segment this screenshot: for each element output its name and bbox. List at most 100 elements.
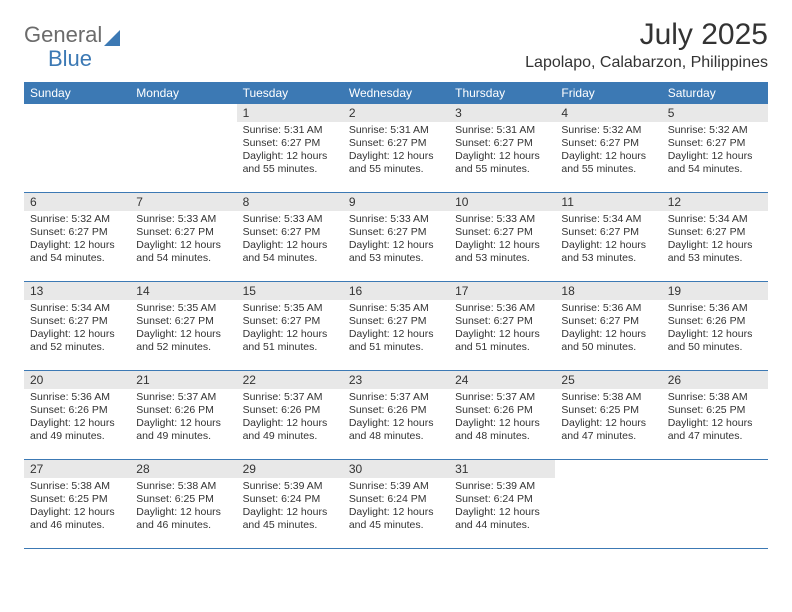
day-number: 29 <box>237 460 343 478</box>
day-sunset: Sunset: 6:27 PM <box>455 226 549 239</box>
day-daylight2: and 46 minutes. <box>30 519 124 532</box>
day-sunset: Sunset: 6:26 PM <box>349 404 443 417</box>
weekday-header: Wednesday <box>343 82 449 104</box>
day-cell: 28Sunrise: 5:38 AMSunset: 6:25 PMDayligh… <box>130 460 236 548</box>
day-sunset: Sunset: 6:27 PM <box>455 137 549 150</box>
day-body: Sunrise: 5:33 AMSunset: 6:27 PMDaylight:… <box>343 211 449 270</box>
weekday-header: Monday <box>130 82 236 104</box>
day-body: Sunrise: 5:39 AMSunset: 6:24 PMDaylight:… <box>343 478 449 537</box>
day-cell <box>24 104 130 192</box>
day-number: 31 <box>449 460 555 478</box>
day-daylight2: and 44 minutes. <box>455 519 549 532</box>
day-daylight2: and 52 minutes. <box>30 341 124 354</box>
day-sunrise: Sunrise: 5:34 AM <box>561 213 655 226</box>
day-number <box>130 104 236 122</box>
day-daylight2: and 45 minutes. <box>243 519 337 532</box>
day-daylight2: and 47 minutes. <box>668 430 762 443</box>
weekday-header: Thursday <box>449 82 555 104</box>
logo-sail-icon <box>104 30 120 46</box>
day-sunset: Sunset: 6:27 PM <box>455 315 549 328</box>
day-cell: 25Sunrise: 5:38 AMSunset: 6:25 PMDayligh… <box>555 371 661 459</box>
day-number: 14 <box>130 282 236 300</box>
day-daylight2: and 46 minutes. <box>136 519 230 532</box>
day-number <box>555 460 661 478</box>
day-cell <box>130 104 236 192</box>
day-sunrise: Sunrise: 5:34 AM <box>668 213 762 226</box>
day-sunrise: Sunrise: 5:35 AM <box>349 302 443 315</box>
day-sunrise: Sunrise: 5:36 AM <box>561 302 655 315</box>
day-sunrise: Sunrise: 5:39 AM <box>243 480 337 493</box>
day-sunset: Sunset: 6:27 PM <box>136 226 230 239</box>
day-body: Sunrise: 5:37 AMSunset: 6:26 PMDaylight:… <box>130 389 236 448</box>
day-sunrise: Sunrise: 5:31 AM <box>349 124 443 137</box>
day-sunrise: Sunrise: 5:36 AM <box>30 391 124 404</box>
day-number: 23 <box>343 371 449 389</box>
day-sunset: Sunset: 6:27 PM <box>243 226 337 239</box>
day-daylight1: Daylight: 12 hours <box>136 328 230 341</box>
day-daylight2: and 55 minutes. <box>349 163 443 176</box>
day-cell: 12Sunrise: 5:34 AMSunset: 6:27 PMDayligh… <box>662 193 768 281</box>
day-body: Sunrise: 5:37 AMSunset: 6:26 PMDaylight:… <box>449 389 555 448</box>
day-daylight2: and 49 minutes. <box>136 430 230 443</box>
day-daylight1: Daylight: 12 hours <box>455 328 549 341</box>
day-body: Sunrise: 5:33 AMSunset: 6:27 PMDaylight:… <box>449 211 555 270</box>
day-cell <box>555 460 661 548</box>
day-sunrise: Sunrise: 5:34 AM <box>30 302 124 315</box>
logo-word-1: General <box>24 22 102 48</box>
day-cell: 2Sunrise: 5:31 AMSunset: 6:27 PMDaylight… <box>343 104 449 192</box>
day-cell: 31Sunrise: 5:39 AMSunset: 6:24 PMDayligh… <box>449 460 555 548</box>
day-daylight1: Daylight: 12 hours <box>349 417 443 430</box>
day-sunrise: Sunrise: 5:32 AM <box>30 213 124 226</box>
day-cell: 1Sunrise: 5:31 AMSunset: 6:27 PMDaylight… <box>237 104 343 192</box>
day-daylight2: and 53 minutes. <box>349 252 443 265</box>
day-sunrise: Sunrise: 5:37 AM <box>136 391 230 404</box>
day-sunrise: Sunrise: 5:32 AM <box>668 124 762 137</box>
week-row: 6Sunrise: 5:32 AMSunset: 6:27 PMDaylight… <box>24 193 768 282</box>
day-body: Sunrise: 5:36 AMSunset: 6:26 PMDaylight:… <box>24 389 130 448</box>
day-daylight1: Daylight: 12 hours <box>136 417 230 430</box>
day-body: Sunrise: 5:31 AMSunset: 6:27 PMDaylight:… <box>237 122 343 181</box>
day-daylight1: Daylight: 12 hours <box>349 506 443 519</box>
logo: GeneralBlue <box>24 18 120 72</box>
day-sunrise: Sunrise: 5:33 AM <box>455 213 549 226</box>
day-cell: 24Sunrise: 5:37 AMSunset: 6:26 PMDayligh… <box>449 371 555 459</box>
day-sunrise: Sunrise: 5:31 AM <box>455 124 549 137</box>
day-sunset: Sunset: 6:25 PM <box>668 404 762 417</box>
day-body: Sunrise: 5:38 AMSunset: 6:25 PMDaylight:… <box>24 478 130 537</box>
day-daylight2: and 51 minutes. <box>349 341 443 354</box>
day-sunset: Sunset: 6:26 PM <box>455 404 549 417</box>
day-daylight1: Daylight: 12 hours <box>349 239 443 252</box>
day-body: Sunrise: 5:35 AMSunset: 6:27 PMDaylight:… <box>237 300 343 359</box>
day-daylight2: and 49 minutes. <box>243 430 337 443</box>
day-daylight1: Daylight: 12 hours <box>668 417 762 430</box>
day-cell: 19Sunrise: 5:36 AMSunset: 6:26 PMDayligh… <box>662 282 768 370</box>
day-cell: 18Sunrise: 5:36 AMSunset: 6:27 PMDayligh… <box>555 282 661 370</box>
day-body: Sunrise: 5:34 AMSunset: 6:27 PMDaylight:… <box>662 211 768 270</box>
day-number: 16 <box>343 282 449 300</box>
day-sunrise: Sunrise: 5:32 AM <box>561 124 655 137</box>
day-sunrise: Sunrise: 5:37 AM <box>243 391 337 404</box>
day-daylight1: Daylight: 12 hours <box>349 150 443 163</box>
day-body: Sunrise: 5:32 AMSunset: 6:27 PMDaylight:… <box>662 122 768 181</box>
day-daylight1: Daylight: 12 hours <box>455 150 549 163</box>
logo-word-2: Blue <box>48 46 92 72</box>
day-cell: 9Sunrise: 5:33 AMSunset: 6:27 PMDaylight… <box>343 193 449 281</box>
day-body: Sunrise: 5:38 AMSunset: 6:25 PMDaylight:… <box>130 478 236 537</box>
day-number: 15 <box>237 282 343 300</box>
month-title: July 2025 <box>525 18 768 52</box>
day-cell: 17Sunrise: 5:36 AMSunset: 6:27 PMDayligh… <box>449 282 555 370</box>
day-cell: 8Sunrise: 5:33 AMSunset: 6:27 PMDaylight… <box>237 193 343 281</box>
day-sunrise: Sunrise: 5:33 AM <box>349 213 443 226</box>
day-number: 24 <box>449 371 555 389</box>
day-cell: 5Sunrise: 5:32 AMSunset: 6:27 PMDaylight… <box>662 104 768 192</box>
day-body: Sunrise: 5:31 AMSunset: 6:27 PMDaylight:… <box>343 122 449 181</box>
day-cell: 26Sunrise: 5:38 AMSunset: 6:25 PMDayligh… <box>662 371 768 459</box>
day-sunrise: Sunrise: 5:39 AM <box>455 480 549 493</box>
day-number: 5 <box>662 104 768 122</box>
day-sunrise: Sunrise: 5:35 AM <box>243 302 337 315</box>
day-sunset: Sunset: 6:27 PM <box>349 226 443 239</box>
day-daylight2: and 54 minutes. <box>136 252 230 265</box>
day-number: 13 <box>24 282 130 300</box>
day-sunrise: Sunrise: 5:35 AM <box>136 302 230 315</box>
day-sunset: Sunset: 6:25 PM <box>136 493 230 506</box>
